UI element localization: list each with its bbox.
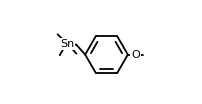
Text: O: O	[131, 50, 140, 60]
Text: Sn: Sn	[60, 39, 74, 49]
